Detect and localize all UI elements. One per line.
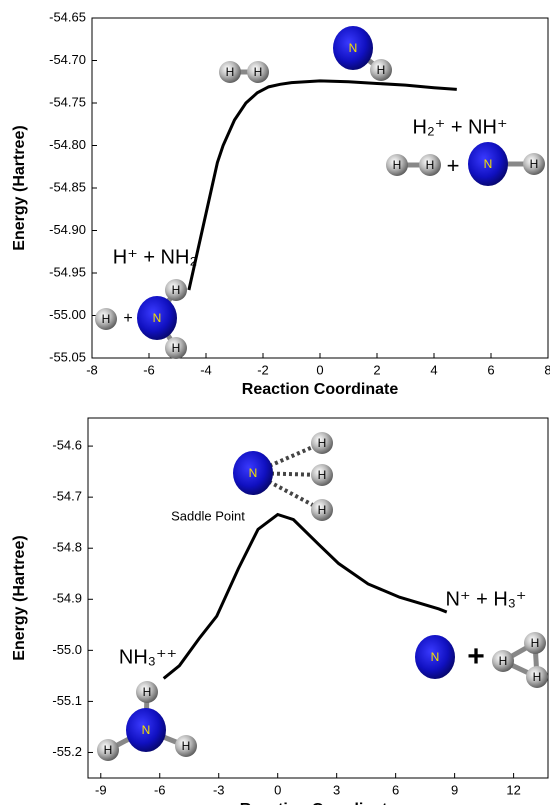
hydrogen-atom	[165, 279, 187, 301]
atom-label: H	[318, 436, 327, 450]
nitrogen-atom	[233, 451, 273, 495]
x-tick-label: 4	[430, 362, 437, 377]
atom-label: H	[393, 158, 402, 172]
atom-label: H	[226, 65, 235, 79]
annotation: H₂⁺ + NH⁺	[413, 116, 508, 138]
atom-label: N	[431, 650, 440, 664]
x-tick-label: -8	[86, 362, 98, 377]
y-tick-label: -54.85	[49, 179, 86, 194]
line	[187, 79, 457, 291]
hydrogen-atom	[311, 432, 333, 454]
annotation: H⁺ + NH₂	[113, 246, 197, 268]
y-axis-label: Energy (Hartree)	[11, 535, 28, 660]
plot-frame	[87, 417, 549, 779]
x-tick-label: 9	[451, 782, 458, 797]
y-tick-label: -55.00	[49, 307, 86, 322]
atom-label: H	[172, 341, 181, 355]
x-tick-label: -6	[154, 782, 166, 797]
x-tick-label: -6	[143, 362, 155, 377]
y-tick-label: -55.2	[52, 744, 82, 759]
nitrogen-atom	[137, 296, 177, 340]
atom-label: H	[104, 743, 113, 757]
hydrogen-atom	[523, 153, 545, 175]
hydrogen-atom	[370, 59, 392, 81]
atom-label: N	[142, 723, 151, 737]
y-tick-label: -55.1	[52, 693, 82, 708]
hydrogen-atom	[175, 735, 197, 757]
atom-label: H	[426, 158, 435, 172]
x-tick-label: -2	[257, 362, 269, 377]
x-tick-label: 3	[333, 782, 340, 797]
atom-label: H	[533, 670, 542, 684]
atom-label: N	[484, 157, 493, 171]
x-tick-label: 6	[392, 782, 399, 797]
annotation: Saddle Point	[171, 508, 245, 523]
x-tick-label: 2	[373, 362, 380, 377]
annotation: +	[447, 153, 460, 178]
annotation: +	[467, 640, 485, 673]
atom-label: H	[318, 468, 327, 482]
annotation: NH₃⁺⁺	[119, 646, 177, 668]
x-tick-label: 0	[274, 782, 281, 797]
hydrogen-atom	[311, 464, 333, 486]
annotation: +	[123, 310, 132, 327]
atom-label: H	[172, 283, 181, 297]
atom-label: H	[143, 685, 152, 699]
y-tick-label: -54.8	[52, 540, 82, 555]
panel: -54.6 -54.7 -54.8 -54.9 -55.0 -55.1 -55.2 -9 -6 -…	[11, 417, 549, 805]
hydrogen-atom	[97, 739, 119, 761]
annotation: N⁺ + H₃⁺	[446, 588, 527, 610]
atom-label: H	[499, 654, 508, 668]
nitrogen-atom	[126, 708, 166, 752]
y-tick-label: -55.0	[52, 642, 82, 657]
hydrogen-atom	[165, 337, 187, 359]
atom-label: H	[531, 636, 540, 650]
nitrogen-atom	[415, 635, 455, 679]
x-tick-label: -3	[213, 782, 225, 797]
y-tick-label: -54.9	[52, 591, 82, 606]
panel: -54.65 -54.70 -54.75 -54.80 -54.85 -54.90 -54.…	[11, 9, 550, 398]
atom-label: H	[377, 63, 386, 77]
y-axis-label: Energy (Hartree)	[11, 125, 28, 250]
line	[162, 512, 448, 680]
y-tick-label: -54.7	[52, 489, 82, 504]
y-tick-label: -55.05	[49, 349, 86, 364]
x-tick-label: 12	[506, 782, 520, 797]
hydrogen-atom	[247, 61, 269, 83]
x-tick-label: 8	[544, 362, 550, 377]
hydrogen-atom	[311, 499, 333, 521]
y-tick-label: -54.90	[49, 222, 86, 237]
hydrogen-atom	[95, 308, 117, 330]
atom-label: H	[318, 503, 327, 517]
nitrogen-atom	[468, 142, 508, 186]
y-tick-label: -54.95	[49, 264, 86, 279]
hydrogen-atom	[219, 61, 241, 83]
y-tick-label: -54.75	[49, 94, 86, 109]
y-tick-label: -54.70	[49, 52, 86, 67]
hydrogen-atom	[492, 650, 514, 672]
atom-label: N	[349, 41, 358, 55]
atom-label: N	[249, 466, 258, 480]
x-tick-label: -4	[200, 362, 212, 377]
x-axis-label: Reaction Coordinate	[240, 801, 397, 805]
atom-label: H	[182, 739, 191, 753]
atom-label: H	[254, 65, 263, 79]
y-tick-label: -54.65	[49, 9, 86, 24]
y-tick-label: -54.80	[49, 137, 86, 152]
hydrogen-atom	[526, 666, 548, 688]
hydrogen-atom	[386, 154, 408, 176]
x-tick-label: -9	[95, 782, 107, 797]
y-tick-label: -54.6	[52, 438, 82, 453]
nitrogen-atom	[333, 26, 373, 70]
x-tick-label: 6	[487, 362, 494, 377]
x-axis-label: Reaction Coordinate	[242, 381, 399, 398]
hydrogen-atom	[136, 681, 158, 703]
hydrogen-atom	[419, 154, 441, 176]
x-tick-label: 0	[316, 362, 323, 377]
atom-label: H	[530, 157, 539, 171]
atom-label: H	[102, 312, 111, 326]
atom-label: N	[153, 311, 162, 325]
hydrogen-atom	[524, 632, 546, 654]
